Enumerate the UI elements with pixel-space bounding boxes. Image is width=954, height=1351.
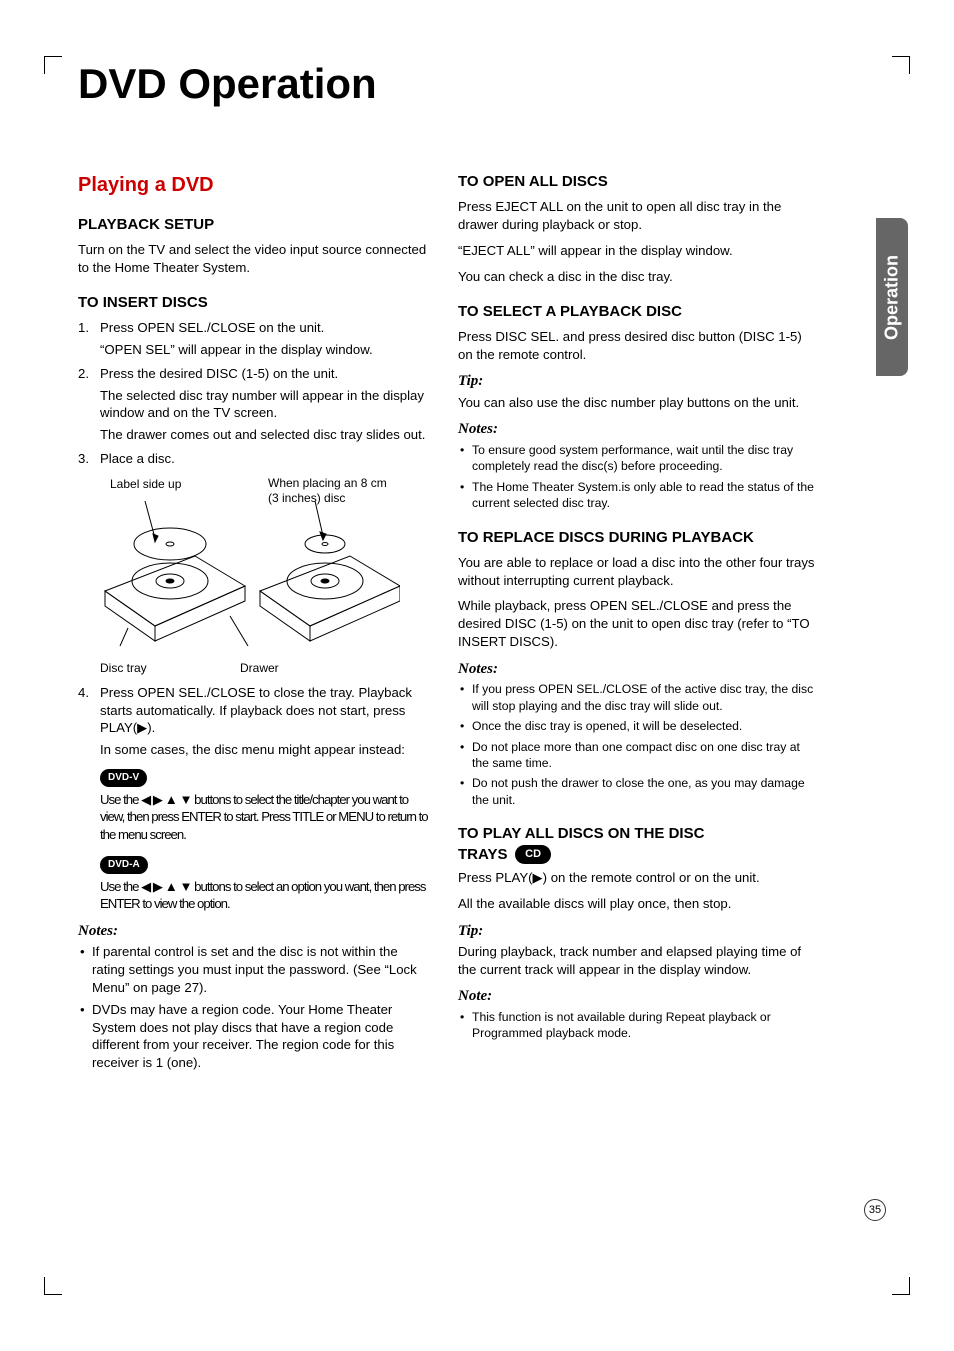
note-item: If you press OPEN SEL./CLOSE of the acti… xyxy=(458,681,818,714)
crop-mark xyxy=(892,1277,910,1295)
body-text: Turn on the TV and select the video inpu… xyxy=(78,241,430,277)
body-text: You can check a disc in the disc tray. xyxy=(458,268,818,286)
side-tab-operation: Operation xyxy=(876,218,908,376)
heading-line2: TRAYS xyxy=(458,846,507,863)
note-item: Once the disc tray is opened, it will be… xyxy=(458,718,818,734)
insert-steps: Press OPEN SEL./CLOSE on the unit. “OPEN… xyxy=(78,319,430,468)
page-number: 35 xyxy=(864,1199,886,1221)
notes-label: Notes: xyxy=(458,419,818,439)
step-text: Press the desired DISC (1-5) on the unit… xyxy=(100,365,430,383)
diagram-label: Disc tray xyxy=(100,660,147,676)
note-item: To ensure good system performance, wait … xyxy=(458,442,818,475)
diagram-label: Label side up xyxy=(110,476,181,492)
section-heading: Playing a DVD xyxy=(78,172,430,199)
body-text: Press EJECT ALL on the unit to open all … xyxy=(458,198,818,234)
list-item: Press OPEN SEL./CLOSE to close the tray.… xyxy=(78,684,430,759)
note-item: Do not place more than one compact disc … xyxy=(458,739,818,772)
step-subtext: In some cases, the disc menu might appea… xyxy=(100,741,430,759)
body-text: Press PLAY(▶) on the remote control or o… xyxy=(458,869,818,887)
body-text: All the available discs will play once, … xyxy=(458,895,818,913)
list-item: Place a disc. xyxy=(78,450,430,468)
tip-text: During playback, track number and elapse… xyxy=(458,943,818,979)
list-item: Press OPEN SEL./CLOSE on the unit. “OPEN… xyxy=(78,319,430,359)
heading-line1: TO PLAY ALL DISCS ON THE DISC xyxy=(458,824,818,844)
cd-badge: CD xyxy=(515,845,551,864)
notes-list: If parental control is set and the disc … xyxy=(78,943,430,1072)
notes-list: If you press OPEN SEL./CLOSE of the acti… xyxy=(458,681,818,808)
tip-label: Tip: xyxy=(458,921,818,941)
body-text: Use the ◀ ▶ ▲ ▼ buttons to select the ti… xyxy=(78,791,430,844)
body-text: You are able to replace or load a disc i… xyxy=(458,554,818,590)
note-item: If parental control is set and the disc … xyxy=(78,943,430,996)
notes-label: Notes: xyxy=(458,659,818,679)
dvd-v-badge: DVD-V xyxy=(100,769,147,787)
tray-illustration xyxy=(100,496,400,656)
note-label: Note: xyxy=(458,986,818,1006)
subheading-insert-discs: TO INSERT DISCS xyxy=(78,293,430,313)
crop-mark xyxy=(44,56,62,74)
note-item: This function is not available during Re… xyxy=(458,1009,818,1042)
list-item: Press the desired DISC (1-5) on the unit… xyxy=(78,365,430,444)
left-column: Playing a DVD PLAYBACK SETUP Turn on the… xyxy=(78,172,430,1076)
tip-text: You can also use the disc number play bu… xyxy=(458,394,818,412)
disc-tray-diagram: Label side up When placing an 8 cm (3 in… xyxy=(100,476,400,676)
notes-label: Notes: xyxy=(78,921,430,941)
tip-label: Tip: xyxy=(458,371,818,391)
dvd-a-badge: DVD-A xyxy=(100,856,148,874)
crop-mark xyxy=(44,1277,62,1295)
note-item: Do not push the drawer to close the one,… xyxy=(458,775,818,808)
note-item: The Home Theater System.is only able to … xyxy=(458,479,818,512)
insert-steps-cont: Press OPEN SEL./CLOSE to close the tray.… xyxy=(78,684,430,759)
body-text: “EJECT ALL” will appear in the display w… xyxy=(458,242,818,260)
subheading-replace-discs: TO REPLACE DISCS DURING PLAYBACK xyxy=(458,528,818,548)
subheading-playback-setup: PLAYBACK SETUP xyxy=(78,215,430,235)
body-text: Press DISC SEL. and press desired disc b… xyxy=(458,328,818,364)
notes-list: This function is not available during Re… xyxy=(458,1009,818,1042)
step-subtext: The selected disc tray number will appea… xyxy=(100,387,430,423)
body-text: Use the ◀ ▶ ▲ ▼ buttons to select an opt… xyxy=(78,878,430,914)
subheading-play-all: TO PLAY ALL DISCS ON THE DISC TRAYS CD xyxy=(458,824,818,865)
crop-mark xyxy=(892,56,910,74)
step-subtext: The drawer comes out and selected disc t… xyxy=(100,426,430,444)
step-text: Press OPEN SEL./CLOSE to close the tray.… xyxy=(100,684,430,737)
right-column: TO OPEN ALL DISCS Press EJECT ALL on the… xyxy=(458,172,818,1076)
page-title: DVD Operation xyxy=(78,60,904,108)
note-item: DVDs may have a region code. Your Home T… xyxy=(78,1001,430,1072)
notes-list: To ensure good system performance, wait … xyxy=(458,442,818,512)
step-text: Place a disc. xyxy=(100,450,430,468)
body-text: While playback, press OPEN SEL./CLOSE an… xyxy=(458,597,818,650)
step-subtext: “OPEN SEL” will appear in the display wi… xyxy=(100,341,430,359)
subheading-open-all: TO OPEN ALL DISCS xyxy=(458,172,818,192)
diagram-label: Drawer xyxy=(240,660,279,676)
step-text: Press OPEN SEL./CLOSE on the unit. xyxy=(100,319,430,337)
content-columns: Playing a DVD PLAYBACK SETUP Turn on the… xyxy=(78,112,904,1076)
subheading-select-playback: TO SELECT A PLAYBACK DISC xyxy=(458,302,818,322)
